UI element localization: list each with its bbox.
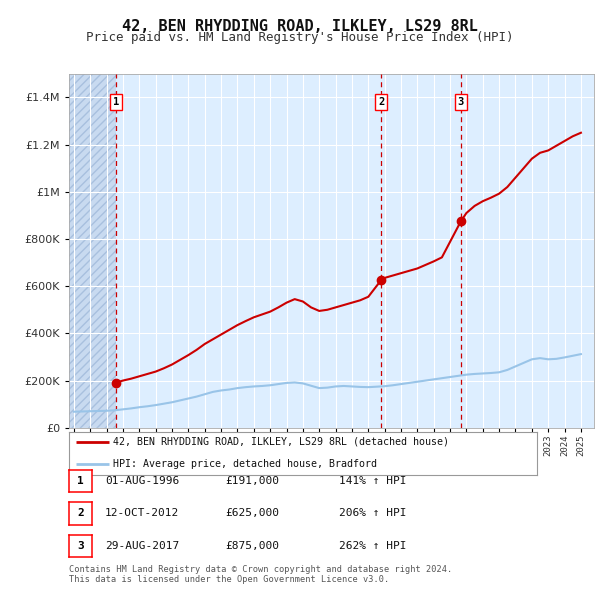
Text: This data is licensed under the Open Government Licence v3.0.: This data is licensed under the Open Gov… bbox=[69, 575, 389, 584]
Text: HPI: Average price, detached house, Bradford: HPI: Average price, detached house, Brad… bbox=[113, 460, 377, 469]
Text: £875,000: £875,000 bbox=[225, 541, 279, 550]
Text: £191,000: £191,000 bbox=[225, 476, 279, 486]
Text: £625,000: £625,000 bbox=[225, 509, 279, 518]
Text: 12-OCT-2012: 12-OCT-2012 bbox=[105, 509, 179, 518]
Text: 3: 3 bbox=[77, 541, 84, 550]
Text: 1: 1 bbox=[77, 476, 84, 486]
Text: 01-AUG-1996: 01-AUG-1996 bbox=[105, 476, 179, 486]
Text: 1: 1 bbox=[113, 97, 119, 107]
Bar bbox=[69, 74, 116, 428]
Text: 42, BEN RHYDDING ROAD, ILKLEY, LS29 8RL (detached house): 42, BEN RHYDDING ROAD, ILKLEY, LS29 8RL … bbox=[113, 437, 449, 447]
Text: Contains HM Land Registry data © Crown copyright and database right 2024.: Contains HM Land Registry data © Crown c… bbox=[69, 565, 452, 574]
Text: 262% ↑ HPI: 262% ↑ HPI bbox=[339, 541, 407, 550]
Text: 29-AUG-2017: 29-AUG-2017 bbox=[105, 541, 179, 550]
Text: 3: 3 bbox=[458, 97, 464, 107]
Text: 141% ↑ HPI: 141% ↑ HPI bbox=[339, 476, 407, 486]
Text: 42, BEN RHYDDING ROAD, ILKLEY, LS29 8RL: 42, BEN RHYDDING ROAD, ILKLEY, LS29 8RL bbox=[122, 19, 478, 34]
Text: 2: 2 bbox=[378, 97, 384, 107]
Text: 2: 2 bbox=[77, 509, 84, 518]
Text: 206% ↑ HPI: 206% ↑ HPI bbox=[339, 509, 407, 518]
Text: Price paid vs. HM Land Registry's House Price Index (HPI): Price paid vs. HM Land Registry's House … bbox=[86, 31, 514, 44]
